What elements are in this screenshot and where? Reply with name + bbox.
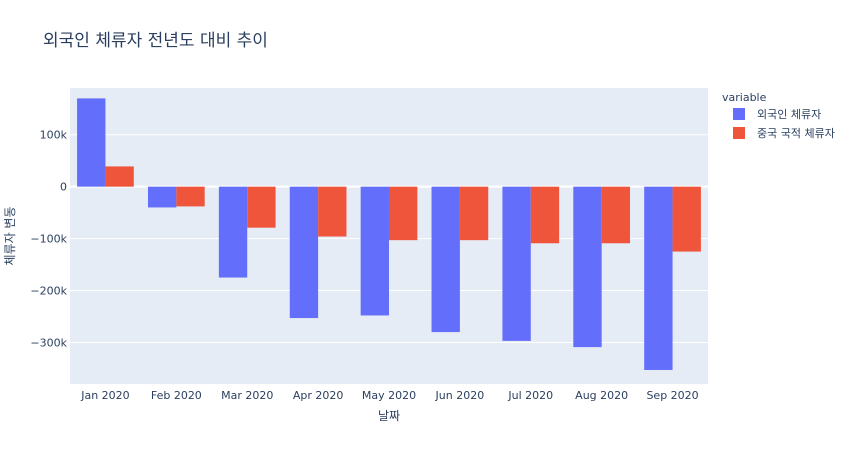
- chart-title: 외국인 체류자 전년도 대비 추이: [43, 31, 268, 51]
- y-tick-label: −300k: [30, 336, 67, 349]
- y-tick-label: 100k: [40, 129, 68, 142]
- x-axis-title: 날짜: [378, 409, 400, 423]
- legend-label[interactable]: 외국인 체류자: [757, 108, 821, 121]
- bar-series-b-6[interactable]: [459, 186, 489, 241]
- y-axis-title: 체류자 변동: [3, 206, 17, 265]
- x-tick-label: May 2020: [362, 389, 416, 402]
- x-tick-label: Mar 2020: [221, 389, 273, 402]
- bars: [77, 98, 701, 370]
- bar-series-b-7[interactable]: [530, 186, 560, 244]
- bar-series-a-6[interactable]: [431, 186, 460, 333]
- legend-swatch[interactable]: [733, 108, 745, 120]
- x-tick-label: Feb 2020: [151, 389, 202, 402]
- x-tick-label: Apr 2020: [293, 389, 344, 402]
- y-tick-label: −200k: [30, 285, 67, 298]
- bar-series-a-5[interactable]: [360, 186, 389, 316]
- bar-series-b-4[interactable]: [318, 186, 347, 237]
- bar-series-b-1[interactable]: [105, 166, 134, 187]
- bar-series-b-8[interactable]: [601, 186, 631, 244]
- bar-series-a-1[interactable]: [77, 98, 106, 187]
- x-axis-ticks: Jan 2020 Feb 2020 Mar 2020 Apr 2020 May 2020…: [80, 389, 698, 402]
- x-tick-label: Jun 2020: [435, 389, 485, 402]
- bar-series-a-4[interactable]: [289, 186, 319, 319]
- y-tick-label: 0: [60, 181, 67, 194]
- bar-series-a-9[interactable]: [644, 186, 673, 370]
- bar-series-a-8[interactable]: [573, 186, 602, 348]
- x-tick-label: Sep 2020: [646, 389, 698, 402]
- y-axis-ticks: 100k 0 −100k −200k −300k: [30, 129, 67, 350]
- bar-series-a-2[interactable]: [147, 186, 177, 208]
- bar-series-b-3[interactable]: [247, 186, 276, 228]
- bar-series-a-3[interactable]: [218, 186, 248, 278]
- bar-series-a-7[interactable]: [502, 186, 531, 341]
- y-tick-label: −100k: [30, 233, 67, 246]
- x-tick-label: Jan 2020: [80, 389, 129, 402]
- bar-series-b-5[interactable]: [389, 186, 418, 241]
- x-tick-label: Aug 2020: [575, 389, 628, 402]
- legend-label[interactable]: 중국 국적 체류자: [757, 127, 835, 140]
- legend-swatch[interactable]: [733, 127, 745, 139]
- bar-series-b-9[interactable]: [672, 186, 701, 252]
- legend-title: variable: [722, 91, 767, 104]
- x-tick-label: Jul 2020: [507, 389, 553, 402]
- bar-series-b-2[interactable]: [176, 186, 205, 207]
